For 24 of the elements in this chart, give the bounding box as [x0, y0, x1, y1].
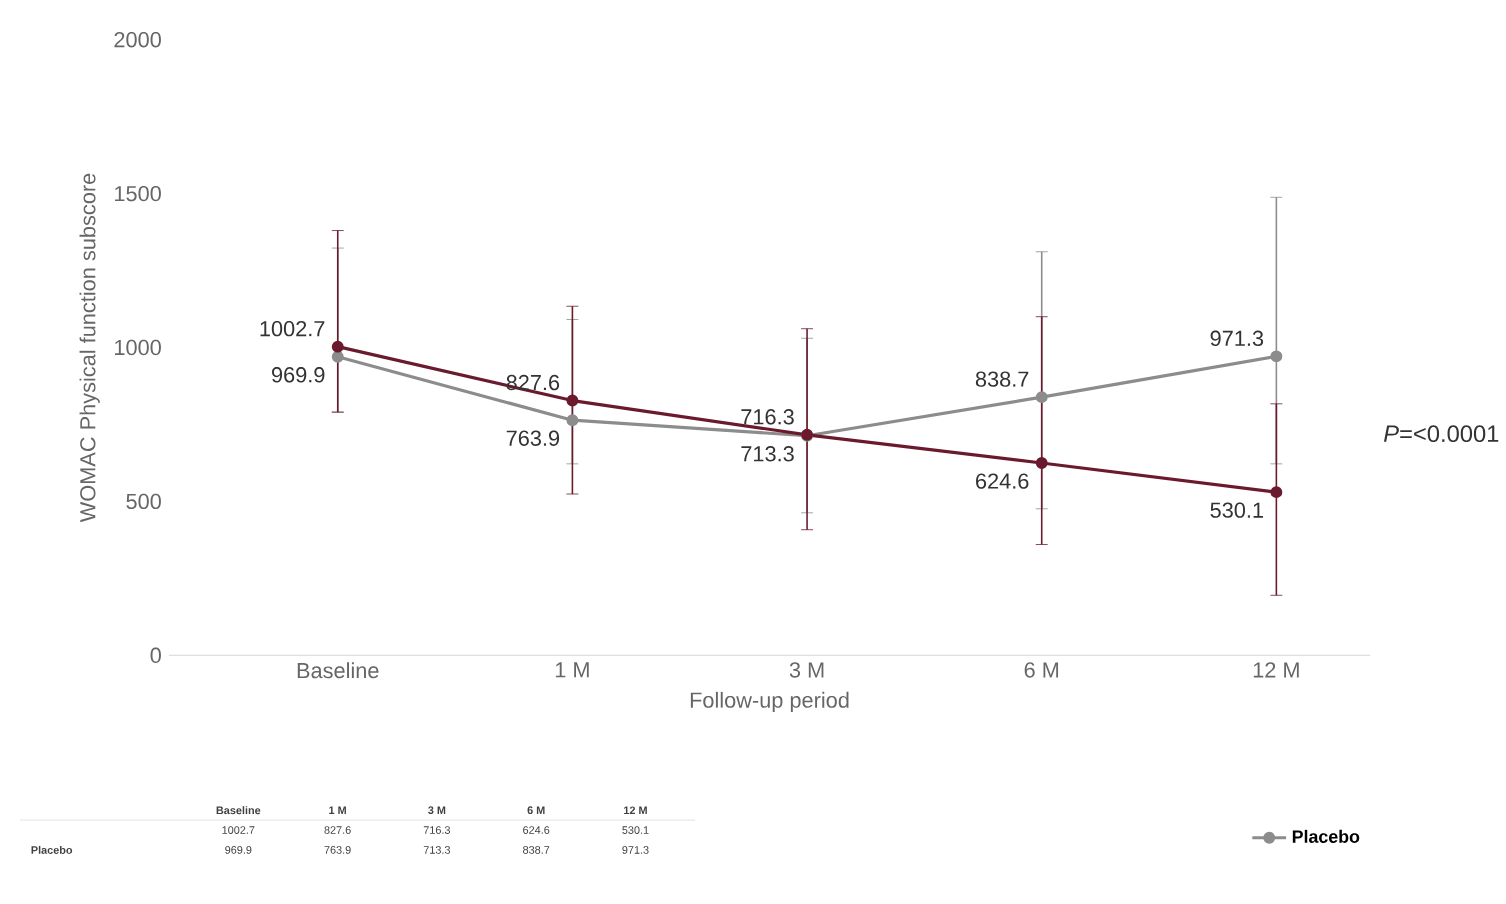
x-tick-label: 1 M [555, 662, 589, 678]
x-axis-title: Follow-up period [690, 692, 849, 713]
data-label: 969.9 [272, 367, 325, 383]
x-tick-label: Baseline [297, 662, 379, 679]
y-tick-label: 1000 [115, 340, 161, 356]
y-tick-label: 2000 [114, 32, 161, 48]
x-tick-label: 6 M [1024, 662, 1059, 678]
x-tick-label: 12 M [1253, 662, 1299, 678]
data-label: 838.7 [975, 371, 1029, 388]
data-label: 971.3 [1210, 330, 1264, 347]
y-tick-label: 0 [150, 647, 161, 664]
data-label: 713.3 [741, 446, 794, 462]
y-tick-label: 1500 [115, 186, 161, 202]
data-label: 716.3 [741, 409, 794, 425]
data-label: 624.6 [976, 473, 1029, 489]
y-axis-title: WOMAC Physical function subscore [79, 173, 100, 523]
y-tick-label: 500 [126, 493, 161, 510]
legend-label: Placebo [1292, 830, 1360, 844]
data-label: 1002.7 [260, 321, 325, 337]
data-label: 827.6 [506, 375, 560, 391]
data-label: 763.9 [506, 430, 560, 447]
x-tick-label: 3 M [789, 662, 824, 678]
data-label: 530.1 [1210, 502, 1263, 519]
text: P=<0.0001 [1383, 425, 1499, 443]
